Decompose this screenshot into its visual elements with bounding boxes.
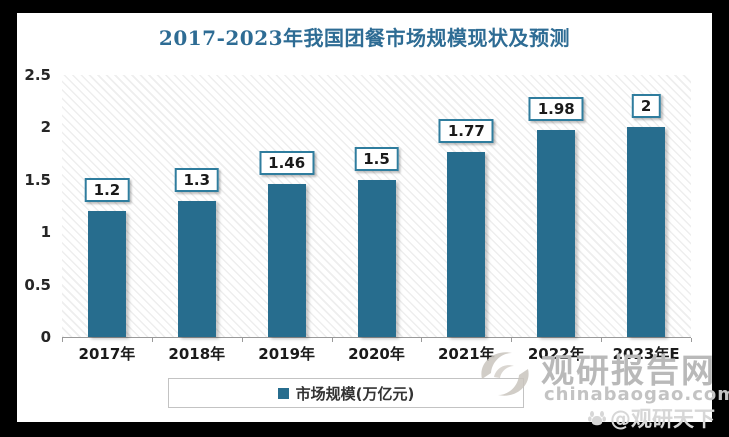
bar-value-label: 2 xyxy=(631,94,661,119)
legend-marker-square-icon xyxy=(277,387,289,399)
watermark-handle: @观研天下 xyxy=(587,403,715,433)
y-tick-label: 0.5 xyxy=(24,275,51,294)
y-tick-label: 2.5 xyxy=(24,66,51,84)
x-tick-mark xyxy=(241,338,243,342)
bar-value-label: 1.46 xyxy=(259,151,315,175)
bar xyxy=(267,184,306,337)
x-category-label: 2018年 xyxy=(168,345,226,363)
bar xyxy=(447,151,486,337)
x-tick-mark xyxy=(331,338,333,342)
bar-slot: 2 xyxy=(601,75,691,337)
bar xyxy=(537,129,576,337)
bar-value-label: 1.98 xyxy=(528,96,584,121)
bar xyxy=(627,127,666,337)
watermark-handle-text: @观研天下 xyxy=(610,407,715,431)
legend-label: 市场规模(万亿元) xyxy=(295,384,415,403)
y-tick-label: 2 xyxy=(40,118,51,137)
x-tick-mark xyxy=(511,338,513,342)
x-tick-mark xyxy=(151,338,153,342)
x-category-label: 2022年 xyxy=(527,345,585,363)
watermark-site-name: 观研报告网 xyxy=(541,351,716,390)
watermark-site-url: chinabaogao.com xyxy=(544,384,729,405)
plot-area: 1.2 1.3 1.46 1.5 1.77 1.98 2 xyxy=(62,75,691,338)
bar-slot: 1.2 xyxy=(62,75,152,337)
x-category-label: 2017年 xyxy=(78,345,136,363)
x-category-label: 2021年 xyxy=(437,345,495,363)
x-category-label: 2019年 xyxy=(258,345,316,363)
bar xyxy=(87,211,126,337)
bar-slot: 1.77 xyxy=(421,75,511,337)
bar-value-label: 1.5 xyxy=(354,146,399,171)
bar xyxy=(357,179,396,337)
x-tick-mark xyxy=(421,338,423,342)
bar xyxy=(177,200,216,337)
bar-slot: 1.98 xyxy=(511,75,601,337)
bar-slot: 1.46 xyxy=(242,75,332,337)
bar-slot: 1.5 xyxy=(332,75,422,337)
bar-value-label: 1.77 xyxy=(438,118,494,143)
chart-title: 2017-2023年我国团餐市场规模现状及预测 xyxy=(158,26,571,50)
y-tick-label: 0 xyxy=(40,328,51,346)
chart-panel: 2017-2023年我国团餐市场规模现状及预测 0 0.5 1 1.5 2 2.5 1.2… xyxy=(17,13,729,431)
bar-value-label: 1.3 xyxy=(174,167,220,192)
watermark-swirl-logo-icon xyxy=(481,352,529,396)
bar-slot: 1.3 xyxy=(152,75,242,337)
y-tick-label: 1.5 xyxy=(24,170,51,189)
x-axis: 2017年 2018年 2019年 2020年 2021年 2022年 2023年E xyxy=(62,343,691,363)
x-tick-mark xyxy=(601,338,603,342)
bar-value-label: 1.2 xyxy=(84,178,130,203)
x-category-label: 2020年 xyxy=(348,345,405,363)
y-axis: 0 0.5 1 1.5 2 2.5 xyxy=(17,13,55,422)
x-category-label: 2023年E xyxy=(612,345,680,363)
y-tick-label: 1 xyxy=(40,223,51,242)
x-tick-mark xyxy=(62,338,63,342)
paw-icon xyxy=(588,411,606,426)
x-tick-mark xyxy=(691,338,692,342)
legend: 市场规模(万亿元) xyxy=(168,378,524,408)
x-axis-ticks xyxy=(62,338,692,343)
